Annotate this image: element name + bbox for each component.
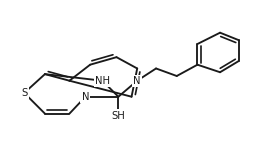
Text: S: S xyxy=(21,88,27,98)
Text: SH: SH xyxy=(112,111,125,121)
Text: N: N xyxy=(82,92,89,102)
Text: N: N xyxy=(134,76,141,86)
Text: NH: NH xyxy=(95,76,110,86)
